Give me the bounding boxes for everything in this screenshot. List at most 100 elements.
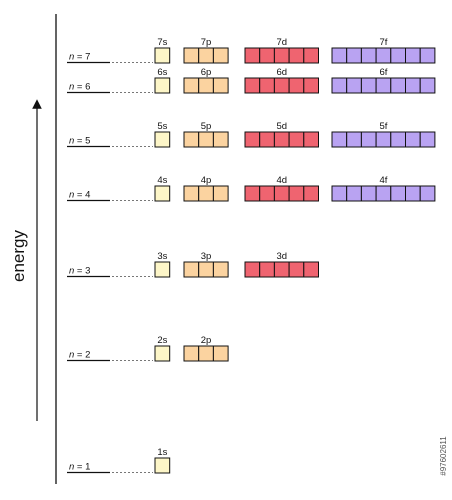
orbital-box bbox=[183, 345, 200, 362]
energy-levels: n = 77s 7p 7d 7fn = 66s 6p 6d 6fn = 55s 5p 5d 5fn… bbox=[67, 37, 436, 474]
level-n3: n = 3 3s 3p 3d bbox=[67, 251, 319, 278]
subshell-1s: 1s bbox=[154, 447, 171, 474]
orbital-box bbox=[419, 77, 436, 94]
subshell-label: 5d bbox=[276, 121, 287, 132]
subshell-label: 1s bbox=[157, 447, 167, 458]
orbital-box bbox=[346, 47, 362, 64]
level-label: n = 3 bbox=[69, 266, 90, 277]
orbital-box bbox=[212, 185, 229, 202]
level-label: n = 7 bbox=[69, 52, 90, 63]
subshell-5s: 5s bbox=[154, 121, 171, 148]
subshell-3d: 3d bbox=[244, 251, 319, 278]
subshell-label: 6f bbox=[379, 67, 387, 78]
orbital-box bbox=[405, 77, 421, 94]
orbital-box bbox=[198, 185, 214, 202]
subshell-6s: 6s bbox=[154, 67, 171, 94]
orbital-box bbox=[360, 131, 377, 148]
subshell-label: 7d bbox=[276, 37, 287, 48]
orbital-box bbox=[288, 185, 305, 202]
subshell-4p: 4p bbox=[183, 175, 229, 202]
orbital-box bbox=[331, 185, 348, 202]
orbital-box bbox=[405, 185, 421, 202]
orbital-box bbox=[259, 77, 275, 94]
orbital-box bbox=[405, 47, 421, 64]
orbital-box bbox=[405, 131, 421, 148]
subshell-label: 7s bbox=[157, 37, 167, 48]
subshell-7s: 7s bbox=[154, 37, 171, 64]
orbital-box bbox=[375, 131, 392, 148]
subshell-3p: 3p bbox=[183, 251, 229, 278]
level-n4: n = 4 4s 4p 4d 4f bbox=[67, 175, 436, 202]
orbital-box bbox=[198, 47, 214, 64]
orbital-box bbox=[346, 77, 362, 94]
subshell-4d: 4d bbox=[244, 175, 319, 202]
level-label: n = 5 bbox=[69, 136, 90, 147]
orbital-box bbox=[273, 131, 290, 148]
orbital-box bbox=[244, 261, 261, 278]
subshell-2p: 2p bbox=[183, 335, 229, 362]
subshell-label: 5p bbox=[201, 121, 212, 132]
orbital-box bbox=[375, 185, 392, 202]
subshell-label: 4p bbox=[201, 175, 212, 186]
subshell-label: 2p bbox=[201, 335, 212, 346]
subshell-label: 5s bbox=[157, 121, 167, 132]
orbital-box bbox=[331, 131, 348, 148]
orbital-box bbox=[212, 47, 229, 64]
subshell-label: 5f bbox=[379, 121, 387, 132]
subshell-label: 3s bbox=[157, 251, 167, 262]
level-label: n = 1 bbox=[69, 462, 90, 473]
orbital-box bbox=[273, 261, 290, 278]
orbital-box bbox=[331, 47, 348, 64]
orbital-box bbox=[244, 131, 261, 148]
orbital-box bbox=[259, 47, 275, 64]
subshell-4s: 4s bbox=[154, 175, 171, 202]
orbital-box bbox=[212, 345, 229, 362]
subshell-2s: 2s bbox=[154, 335, 171, 362]
orbital-box bbox=[288, 47, 305, 64]
orbital-box bbox=[303, 261, 319, 278]
orbital-box bbox=[288, 131, 305, 148]
subshell-label: 4d bbox=[276, 175, 287, 186]
orbital-box bbox=[154, 185, 171, 202]
orbital-box bbox=[288, 261, 305, 278]
level-n1: n = 1 1s bbox=[67, 447, 171, 474]
level-n5: n = 5 5s 5p 5d 5f bbox=[67, 121, 436, 148]
orbital-box bbox=[419, 185, 436, 202]
orbital-box bbox=[303, 185, 319, 202]
level-label: n = 2 bbox=[69, 350, 90, 361]
orbital-box bbox=[273, 47, 290, 64]
level-n2: n = 2 2s 2p bbox=[67, 335, 229, 362]
orbital-box bbox=[346, 131, 362, 148]
subshell-label: 3p bbox=[201, 251, 212, 262]
orbital-box bbox=[390, 131, 406, 148]
orbital-box bbox=[183, 261, 200, 278]
orbital-box bbox=[154, 47, 171, 64]
orbital-box bbox=[154, 131, 171, 148]
orbital-box bbox=[154, 261, 171, 278]
orbital-box bbox=[303, 131, 319, 148]
orbital-box bbox=[154, 77, 171, 94]
subshell-3s: 3s bbox=[154, 251, 171, 278]
subshell-6d: 6d bbox=[244, 67, 319, 94]
stock-id: #97602611 bbox=[439, 436, 448, 476]
subshell-6p: 6p bbox=[183, 67, 229, 94]
subshell-5d: 5d bbox=[244, 121, 319, 148]
subshell-label: 2s bbox=[157, 335, 167, 346]
orbital-box bbox=[183, 47, 200, 64]
orbital-box bbox=[212, 131, 229, 148]
orbital-box bbox=[154, 457, 171, 474]
orbital-box bbox=[259, 131, 275, 148]
energy-axis-label: energy bbox=[9, 230, 28, 282]
orbital-box bbox=[375, 77, 392, 94]
orbital-box bbox=[212, 77, 229, 94]
orbital-box bbox=[244, 47, 261, 64]
subshell-5p: 5p bbox=[183, 121, 229, 148]
orbital-box bbox=[183, 77, 200, 94]
level-label: n = 6 bbox=[69, 82, 90, 93]
orbital-box bbox=[346, 185, 362, 202]
orbital-box bbox=[419, 47, 436, 64]
subshell-label: 3d bbox=[276, 251, 287, 262]
orbital-box bbox=[288, 77, 305, 94]
orbital-box bbox=[198, 77, 214, 94]
